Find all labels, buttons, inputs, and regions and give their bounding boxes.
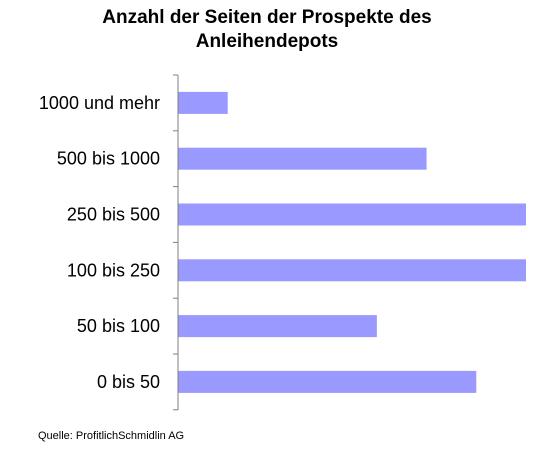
bar (178, 370, 477, 393)
bar (178, 259, 526, 282)
category-label: 100 bis 250 (67, 260, 160, 280)
source-note: Quelle: ProfitlichSchmidlin AG (38, 430, 185, 442)
chart-title-line-1: Anzahl der Seiten der Prospekte des (102, 7, 432, 28)
bar (178, 203, 526, 226)
category-label: 0 bis 50 (97, 372, 160, 392)
bar (178, 315, 377, 338)
chart-title-line-2: Anleihendepots (195, 31, 339, 52)
category-label: 500 bis 1000 (57, 149, 160, 169)
category-label: 50 bis 100 (77, 316, 160, 336)
chart-title: Anzahl der Seiten der Prospekte des Anle… (0, 6, 534, 54)
bars-group (178, 91, 526, 393)
bar (178, 91, 228, 114)
bar (178, 147, 427, 170)
y-axis (173, 74, 179, 411)
category-labels: 1000 und mehr 500 bis 1000 250 bis 500 100 … (39, 93, 160, 392)
category-label: 250 bis 500 (67, 205, 160, 225)
category-label: 1000 und mehr (39, 93, 160, 113)
